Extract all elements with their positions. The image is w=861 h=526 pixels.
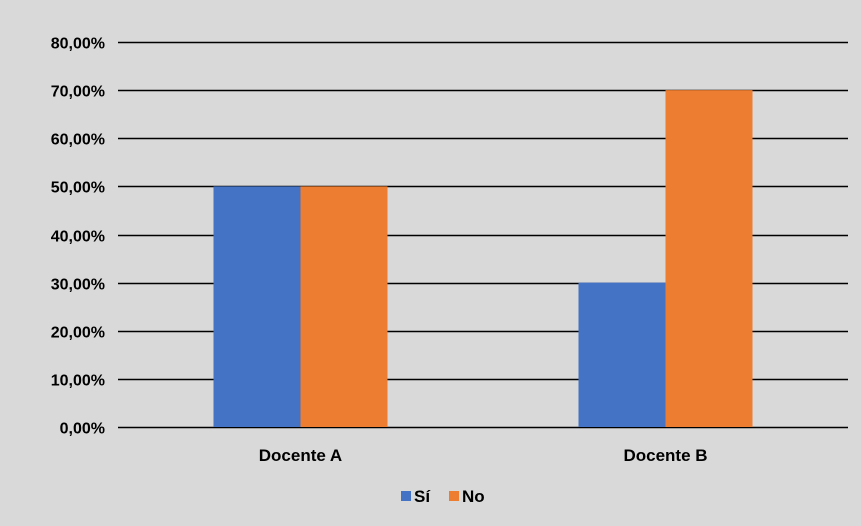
x-category-label: Docente A: [259, 446, 342, 465]
legend: Sí No: [401, 487, 485, 506]
y-tick-label: 70,00%: [51, 84, 105, 101]
bar-si-docente-b: [578, 282, 666, 427]
y-axis-tick-labels: 0,00% 10,00% 20,00% 30,00% 40,00% 50,00% 60,00…: [51, 36, 105, 438]
bar-no-docente-b: [665, 90, 753, 427]
legend-swatch-si: [401, 491, 411, 501]
y-tick-label: 80,00%: [51, 36, 105, 53]
y-tick-label: 10,00%: [51, 373, 105, 390]
x-axis-category-labels: Docente A Docente B: [259, 446, 708, 465]
legend-swatch-no: [449, 491, 459, 501]
y-tick-label: 40,00%: [51, 229, 105, 246]
legend-label: Sí: [414, 487, 431, 506]
y-tick-label: 0,00%: [60, 421, 105, 438]
legend-label: No: [462, 487, 485, 506]
bars: [213, 90, 753, 427]
bar-no-docente-a: [300, 186, 388, 427]
y-tick-label: 20,00%: [51, 325, 105, 342]
x-category-label: Docente B: [623, 446, 707, 465]
y-tick-label: 60,00%: [51, 132, 105, 149]
y-tick-label: 50,00%: [51, 180, 105, 197]
bar-si-docente-a: [213, 186, 301, 427]
y-tick-label: 30,00%: [51, 277, 105, 294]
